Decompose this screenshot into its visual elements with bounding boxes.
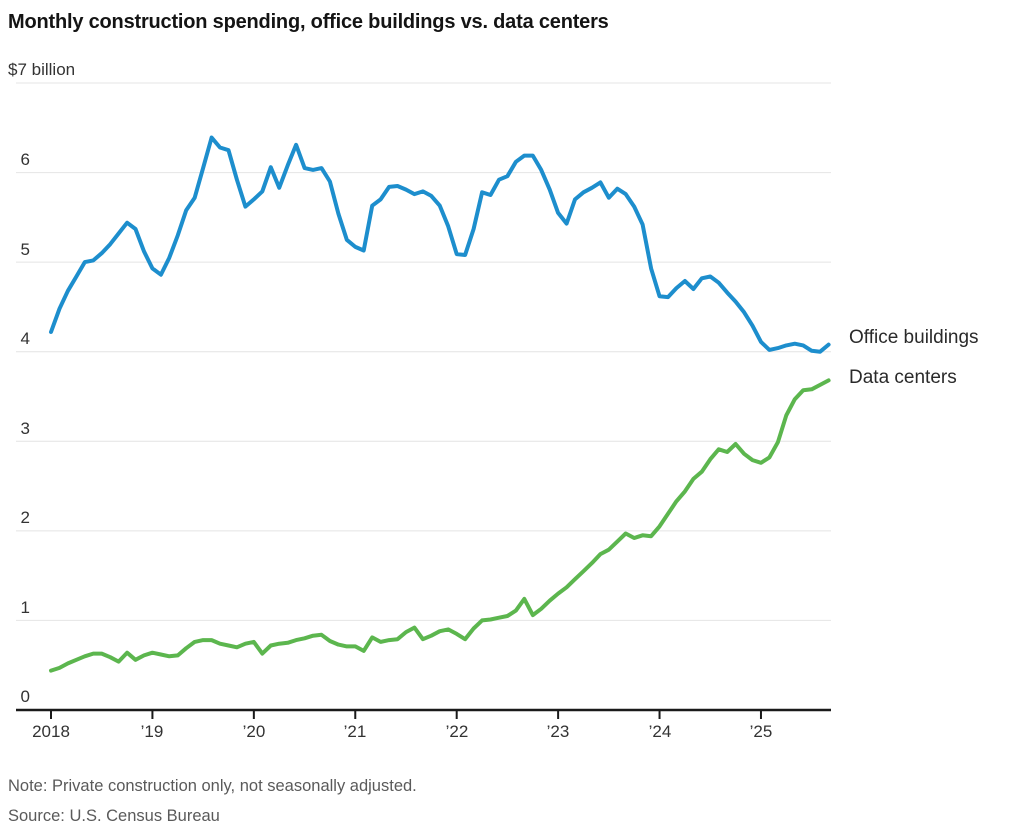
chart-source: Source: U.S. Census Bureau xyxy=(8,807,220,825)
data-centers-line xyxy=(49,378,831,673)
y-tick-1: 1 xyxy=(20,598,30,617)
y-tick-6: 6 xyxy=(20,150,30,169)
x-tick-25: ’25 xyxy=(749,722,773,741)
y-tick-3: 3 xyxy=(20,419,30,438)
y-axis-unit-label: $7 billion xyxy=(8,60,76,79)
y-tick-0: 0 xyxy=(20,687,30,706)
x-tick-24: ’24 xyxy=(648,722,672,741)
legend-data-centers: Data centers xyxy=(849,367,957,388)
chart-note: Note: Private construction only, not sea… xyxy=(8,777,417,795)
x-tick-23: ’23 xyxy=(546,722,570,741)
x-tick-22: ’22 xyxy=(445,722,469,741)
chart-title: Monthly construction spending, office bu… xyxy=(8,11,609,33)
y-tick-5: 5 xyxy=(20,240,30,259)
legend-office-buildings: Office buildings xyxy=(849,327,979,348)
x-tick-20: ’20 xyxy=(242,722,266,741)
x-tick-19: ’19 xyxy=(140,722,164,741)
x-tick-2018: 2018 xyxy=(32,722,70,741)
office-buildings-line xyxy=(49,135,831,354)
y-tick-4: 4 xyxy=(20,329,30,348)
y-tick-2: 2 xyxy=(20,508,30,527)
x-tick-21: ’21 xyxy=(343,722,367,741)
